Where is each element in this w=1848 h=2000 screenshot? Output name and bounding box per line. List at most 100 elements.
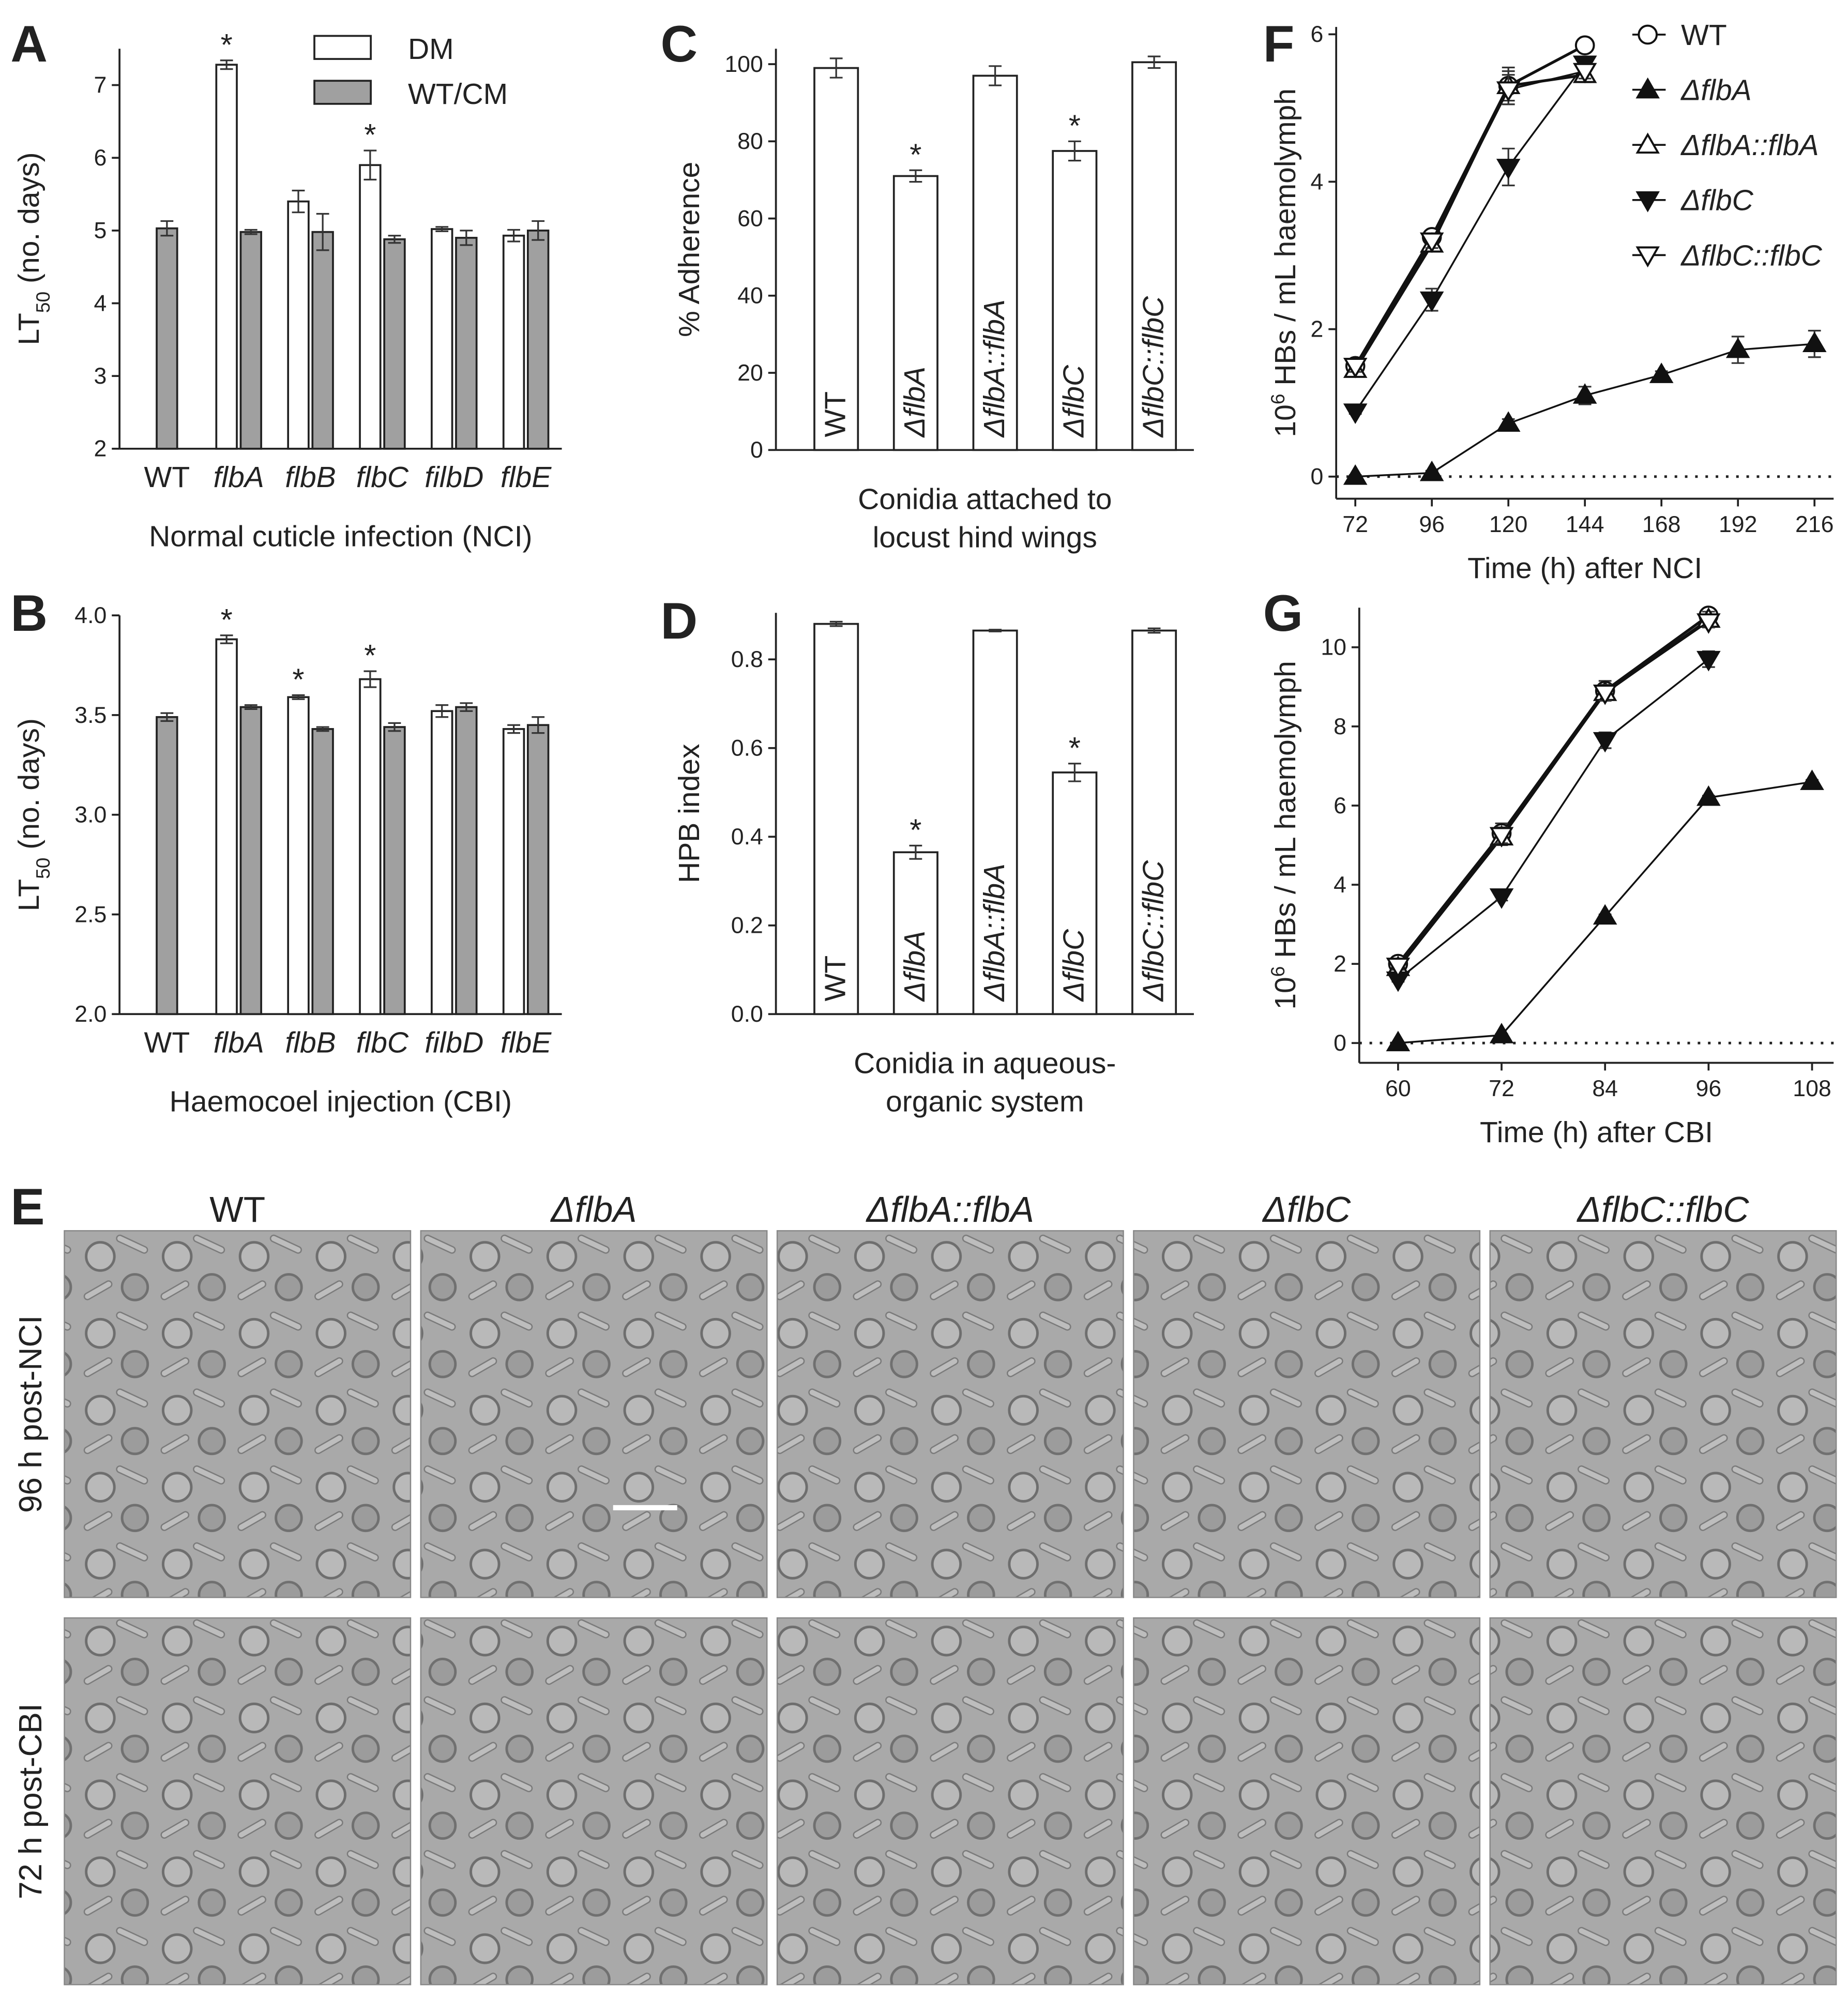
significance-mark: * [221, 602, 233, 637]
series-line [1397, 658, 1709, 981]
error-bar [532, 220, 545, 241]
significance-mark: * [910, 137, 921, 172]
bar [215, 638, 238, 1016]
marker [1343, 358, 1368, 378]
error-bar [829, 57, 843, 79]
bar [1131, 61, 1177, 451]
bar [502, 234, 525, 450]
error-bar [220, 59, 233, 70]
micrograph [64, 1230, 412, 1598]
y-tick-label: 4.0 [74, 603, 107, 628]
micrograph [1489, 1230, 1837, 1598]
bar [972, 629, 1018, 1016]
significance-mark: * [910, 812, 921, 847]
y-axis-label-part: LT [12, 313, 46, 345]
column-label: ΔflbC [1262, 1189, 1351, 1230]
y-axis-label-sup: 6 [1267, 966, 1289, 977]
x-axis-label: Haemocoel injection (CBI) [170, 1085, 512, 1118]
y-tick-label: 4 [1334, 872, 1346, 898]
legend-label: WT/CM [408, 78, 508, 111]
y-tick-label: 100 [724, 52, 763, 77]
column-label: ΔflbA::flbA [866, 1189, 1034, 1230]
legend-marker [1638, 24, 1658, 45]
error-bar [989, 65, 1002, 86]
marker [1696, 650, 1721, 672]
legend-label: ΔflbC::flbC [1680, 239, 1823, 272]
marker [1343, 464, 1368, 485]
bar [892, 851, 938, 1016]
y-tick-label: 2 [94, 436, 107, 462]
legend-marker [1635, 246, 1660, 268]
y-tick-label: 2.5 [74, 902, 107, 927]
marker [1489, 888, 1514, 909]
x-tick-label: WT [144, 461, 190, 494]
error-bar [292, 694, 305, 700]
bar [431, 228, 453, 450]
bar [215, 64, 238, 450]
category-label: ΔflbC::flbC [1137, 860, 1170, 1003]
x-tick-label: flbB [285, 1026, 336, 1059]
series-line [1354, 44, 1586, 367]
series-line [1355, 343, 1815, 478]
row-label: 96 h post-NCI [13, 1315, 49, 1513]
x-axis-label: locust hind wings [873, 521, 1097, 554]
error-bar [388, 235, 401, 244]
marker [1496, 81, 1521, 102]
y-tick-label: 3 [94, 363, 107, 389]
bar [359, 164, 382, 450]
bar [526, 724, 550, 1016]
category-label: ΔflbA::flbA [978, 863, 1011, 1002]
y-axis-label: LT50 (no. days) [12, 152, 54, 345]
error-bar [989, 629, 1002, 632]
error-bar [244, 704, 257, 710]
y-axis-label: % Adherence [673, 162, 706, 337]
error-bar [909, 169, 922, 183]
micrograph [420, 1230, 768, 1598]
y-tick-label: 2 [1334, 951, 1346, 977]
x-tick-label: flbB [285, 461, 336, 494]
x-tick-label: flbA [214, 1026, 264, 1059]
marker [1489, 1023, 1514, 1043]
bar [239, 231, 262, 450]
micrograph [776, 1617, 1124, 1986]
y-tick-label: 0.8 [731, 647, 763, 672]
y-tick-label: 0.6 [731, 736, 763, 761]
bar [359, 678, 382, 1016]
y-tick-label: 5 [94, 218, 107, 244]
y-axis-label-sub: 50 [32, 858, 54, 879]
error-bar [435, 704, 449, 718]
x-tick-label: 84 [1592, 1076, 1618, 1101]
category-label: WT [819, 956, 852, 1002]
column-label: ΔflbC::flbC [1576, 1189, 1749, 1230]
y-axis-label-sup: 6 [1267, 393, 1289, 404]
bar [287, 696, 310, 1016]
category-label: ΔflbC::flbC [1137, 296, 1170, 438]
error-bar [363, 149, 377, 181]
error-bar [909, 844, 922, 860]
marker [1496, 411, 1521, 432]
error-bar [160, 220, 174, 237]
marker [1593, 684, 1617, 705]
series-line [1397, 614, 1709, 965]
marker [1419, 232, 1444, 253]
micrograph [1133, 1230, 1481, 1598]
error-bar [460, 230, 473, 246]
y-axis-label-part: (no. days) [12, 152, 46, 291]
error-bar [316, 213, 329, 251]
marker [1574, 35, 1595, 56]
y-axis-label: HPB index [673, 744, 706, 883]
y-tick-label: 4 [1311, 169, 1324, 194]
bar [311, 728, 334, 1016]
series-line [1354, 73, 1585, 371]
y-tick-label: 2.0 [74, 1002, 107, 1027]
y-axis-label-part: LT [12, 879, 46, 911]
legend-swatch [313, 80, 372, 105]
bar [431, 710, 453, 1016]
y-tick-label: 40 [737, 283, 763, 309]
marker [1800, 769, 1824, 790]
y-axis-label: LT50 (no. days) [12, 718, 54, 911]
error-bar [220, 634, 233, 644]
panel-letter: G [1263, 585, 1303, 642]
